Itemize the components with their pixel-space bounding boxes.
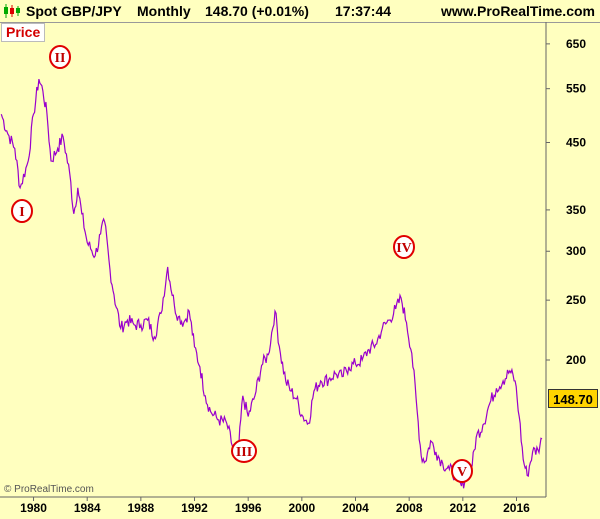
chart-header: Spot GBP/JPY Monthly 148.70 (+0.01%) 17:… — [0, 0, 600, 22]
svg-text:IV: IV — [396, 241, 412, 256]
last-price-marker: 148.70 — [548, 389, 598, 408]
svg-text:I: I — [19, 205, 24, 220]
y-tick-label: 350 — [566, 203, 586, 217]
wave-label-iii: III — [231, 439, 257, 463]
x-tick-label: 2000 — [288, 501, 315, 515]
y-tick-label: 650 — [566, 37, 586, 51]
x-tick-label: 2008 — [396, 501, 423, 515]
site-link[interactable]: www.ProRealTime.com — [440, 3, 595, 19]
svg-text:V: V — [457, 465, 467, 480]
price-change-label: 148.70 (+0.01%) — [205, 3, 309, 19]
x-tick-label: 1980 — [20, 501, 47, 515]
y-tick-label: 550 — [566, 82, 586, 96]
x-tick-label: 2016 — [503, 501, 530, 515]
x-tick-label: 1988 — [128, 501, 155, 515]
wave-label-ii: II — [49, 45, 71, 69]
panel-label: Price — [1, 23, 46, 42]
x-tick-label: 1996 — [235, 501, 262, 515]
svg-text:III: III — [236, 445, 252, 460]
y-tick-label: 450 — [566, 136, 586, 150]
x-tick-label: 1992 — [181, 501, 208, 515]
x-tick-label: 2012 — [449, 501, 476, 515]
price-series-line — [0, 78, 543, 489]
timeframe-label: Monthly — [137, 3, 191, 19]
y-tick-label: 200 — [566, 353, 586, 367]
x-tick-label: 1984 — [74, 501, 101, 515]
wave-label-v: V — [451, 459, 473, 483]
symbol-label: Spot GBP/JPY — [26, 3, 122, 19]
svg-text:II: II — [55, 51, 66, 66]
candlestick-icon — [4, 4, 20, 18]
y-tick-label: 250 — [566, 293, 586, 307]
x-tick-label: 2004 — [342, 501, 369, 515]
time-label: 17:37:44 — [335, 3, 392, 19]
wave-label-i: I — [11, 199, 33, 223]
wave-label-iv: IV — [393, 235, 415, 259]
y-tick-label: 300 — [566, 244, 586, 258]
copyright-label: © ProRealTime.com — [4, 484, 94, 495]
